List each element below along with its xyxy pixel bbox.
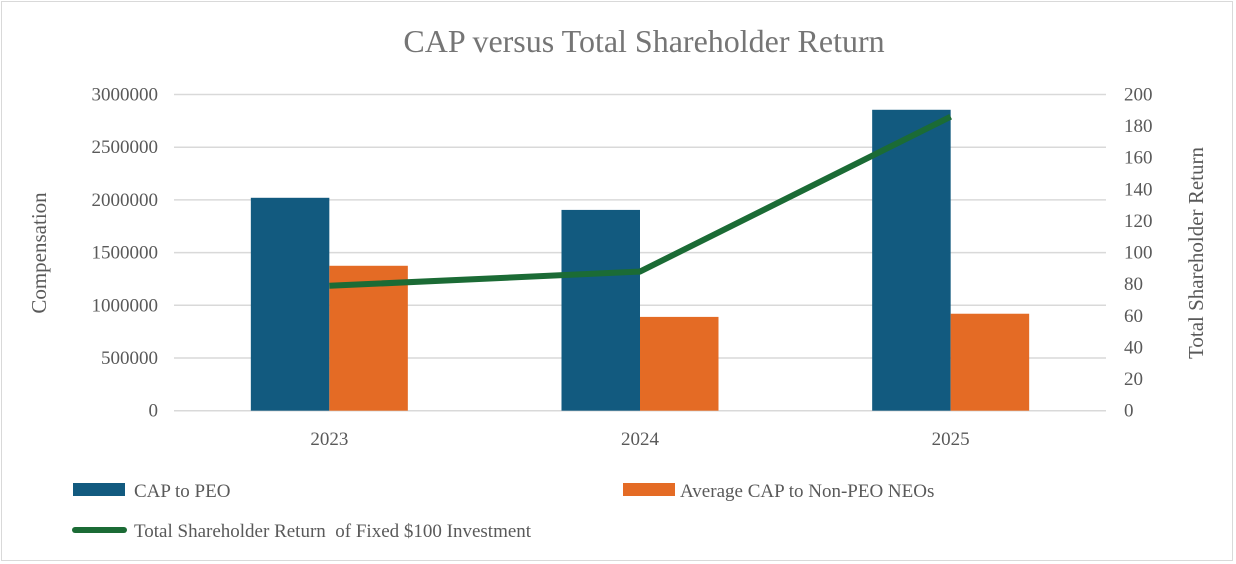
bar-cap-to-peo-2024 [561,209,640,411]
left-tick-label: 500000 [101,348,158,369]
left-tick-label: 2500000 [92,137,159,158]
x-tick-label: 2023 [310,429,348,450]
right-axis-ticks: 0 20 40 60 80 100 120 140 160 180 200 [1124,85,1153,422]
right-tick-label: 120 [1124,211,1153,232]
bar-cap-to-peo-2023 [250,197,330,411]
left-tick-label: 1000000 [92,295,159,316]
right-tick-label: 20 [1124,369,1143,390]
bars [250,109,1030,411]
right-tick-label: 40 [1124,337,1143,358]
left-tick-label: 0 [149,401,159,422]
right-axis-title: Total Shareholder Return [1184,147,1208,359]
right-tick-label: 0 [1124,401,1134,422]
legend: CAP to PEO Average CAP to Non-PEO NEOs T… [72,481,934,542]
x-tick-label: 2025 [932,429,970,450]
right-tick-label: 200 [1124,85,1153,106]
left-tick-label: 1500000 [92,243,159,264]
right-tick-label: 160 [1124,148,1153,169]
bar-cap-to-peo-2025 [872,109,951,411]
left-axis-ticks: 0 500000 1000000 1500000 2000000 2500000 30000… [92,85,159,422]
bar-average-cap-to-non-peo-neos-2024 [640,316,719,411]
legend-label-cap-to-peo: CAP to PEO [134,481,230,502]
x-tick-label: 2024 [621,429,660,450]
right-tick-label: 180 [1124,116,1153,137]
legend-swatch-cap-to-peo [73,483,125,496]
tsr-line [329,113,953,289]
right-tick-label: 100 [1124,243,1153,264]
left-axis-title: Compensation [27,192,51,314]
bar-average-cap-to-non-peo-neos-2023 [329,265,408,411]
right-tick-label: 80 [1124,274,1143,295]
x-axis-ticks: 2023 2024 2025 [310,429,969,450]
chart-title: CAP versus Total Shareholder Return [403,23,884,59]
left-tick-label: 2000000 [92,190,159,211]
right-tick-label: 140 [1124,179,1153,200]
legend-label-tsr: Total Shareholder Return of Fixed $100 I… [134,521,532,542]
legend-label-average-cap-non-peo: Average CAP to Non-PEO NEOs [680,481,934,502]
right-tick-label: 60 [1124,306,1143,327]
left-tick-label: 3000000 [92,85,159,106]
legend-swatch-average-cap-non-peo [623,483,675,496]
tsr-line-group [329,113,953,289]
bar-average-cap-to-non-peo-neos-2025 [950,313,1030,411]
